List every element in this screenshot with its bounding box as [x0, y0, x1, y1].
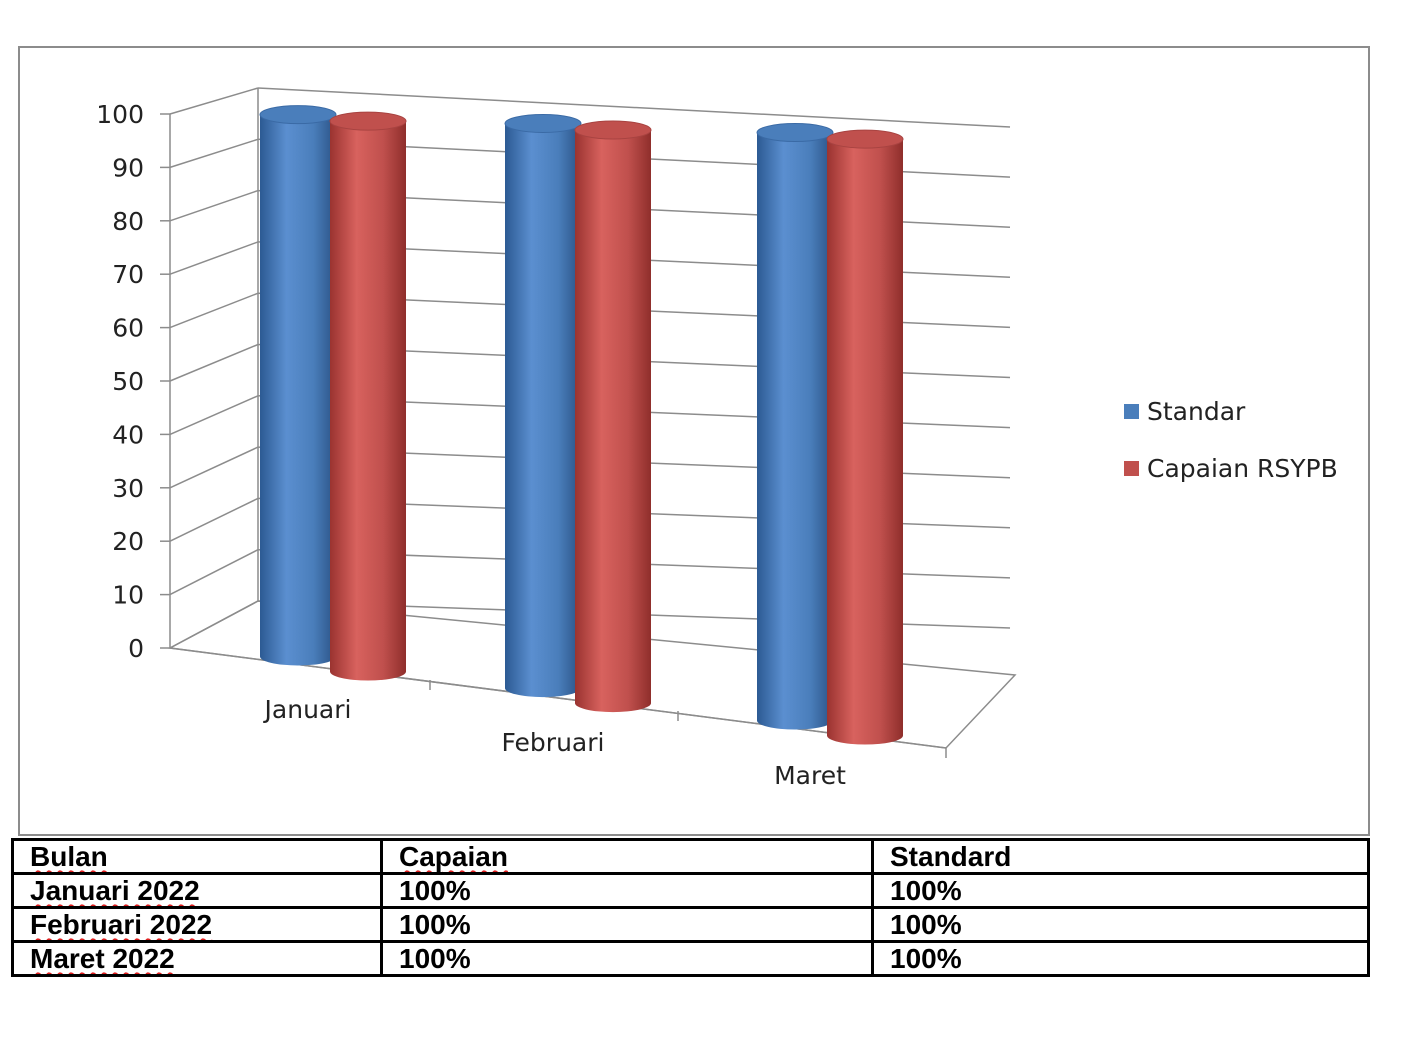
header-bulan: Bulan: [11, 838, 383, 875]
gridline-side: [169, 241, 259, 275]
y-tick-label: 10: [112, 581, 144, 610]
chart-border: [18, 46, 1370, 836]
legend: Standar Capaian RSYPB: [1124, 397, 1338, 483]
table-cell-standard: 100%: [871, 872, 1370, 909]
table-cell-capaian: 100%: [380, 872, 874, 909]
x-tick-label: Februari: [502, 728, 605, 757]
x-tick-label: Maret: [774, 761, 846, 790]
y-tick-label: 70: [112, 260, 144, 289]
bar-body: [330, 121, 406, 681]
bar-top: [504, 113, 582, 133]
data-table: Bulan Capaian Standard Januari 2022 100%…: [11, 838, 1370, 977]
y-tick-label: 50: [112, 367, 144, 396]
bar-standar-januari: [259, 105, 337, 666]
gridline-side: [169, 446, 259, 489]
y-tick-label: 20: [112, 527, 144, 556]
header-standard: Standard: [871, 838, 1370, 875]
gridline-side: [169, 549, 259, 596]
table-cell-capaian: 100%: [380, 940, 874, 977]
gridline-back: [257, 87, 1011, 128]
bar-body: [505, 123, 581, 698]
header-capaian: Capaian: [380, 838, 874, 875]
table-row: Januari 2022 100% 100%: [11, 872, 1370, 909]
bar-top: [826, 129, 904, 149]
chart-frame: 0 10 20 30 40 50 60 70 80 90 100 Januari Februari Mar…: [18, 46, 1370, 836]
table-cell-capaian: 100%: [380, 906, 874, 943]
y-tick-label: 30: [112, 474, 144, 503]
gridline-side: [169, 87, 259, 115]
legend-label: Capaian RSYPB: [1147, 454, 1338, 483]
bar-body: [827, 139, 903, 745]
bar-top: [259, 105, 337, 125]
y-tick-label: 60: [112, 314, 144, 343]
legend-swatch: [1124, 461, 1139, 476]
bar-capaian-rsypb-januari: [329, 111, 407, 681]
gridline-side: [169, 292, 259, 329]
table-cell-standard: 100%: [871, 940, 1370, 977]
y-tick-label: 40: [112, 420, 144, 449]
gridline-side: [169, 343, 259, 382]
bar-standar-maret: [756, 123, 834, 730]
bar-top: [574, 120, 652, 140]
bar-top: [329, 111, 407, 131]
y-tick-label: 100: [96, 100, 144, 129]
bar-body: [575, 129, 651, 713]
gridline-side: [169, 189, 259, 222]
labels-layer: 0 10 20 30 40 50 60 70 80 90 100 Januari Februari Mar…: [96, 100, 846, 790]
bar-capaian-rsypb-maret: [826, 129, 904, 745]
y-tick-label: 80: [112, 207, 144, 236]
table-cell-bulan: Maret 2022: [11, 940, 383, 977]
table-cell-bulan: Februari 2022: [11, 906, 383, 943]
legend-swatch: [1124, 404, 1139, 419]
bar-standar-februari: [504, 113, 582, 698]
bar-chart: 0 10 20 30 40 50 60 70 80 90 100 Januari Februari Mar…: [18, 46, 1370, 836]
table-row: Februari 2022 100% 100%: [11, 906, 1370, 943]
table-cell-bulan: Januari 2022: [11, 872, 383, 909]
y-tick-label: 0: [128, 634, 144, 663]
bar-body: [757, 132, 833, 730]
table-row: Maret 2022 100% 100%: [11, 940, 1370, 977]
y-tick-label: 90: [112, 153, 144, 182]
gridline-side: [169, 138, 259, 169]
gridline-side: [169, 497, 259, 542]
bars-layer: [259, 105, 904, 745]
bar-body: [260, 114, 336, 666]
x-tick-label: Januari: [263, 695, 352, 724]
gridline-side: [169, 395, 259, 436]
table-cell-standard: 100%: [871, 906, 1370, 943]
bar-capaian-rsypb-februari: [574, 120, 652, 713]
table-header-row: Bulan Capaian Standard: [11, 838, 1370, 875]
legend-label: Standar: [1147, 397, 1246, 426]
bar-top: [756, 123, 834, 143]
